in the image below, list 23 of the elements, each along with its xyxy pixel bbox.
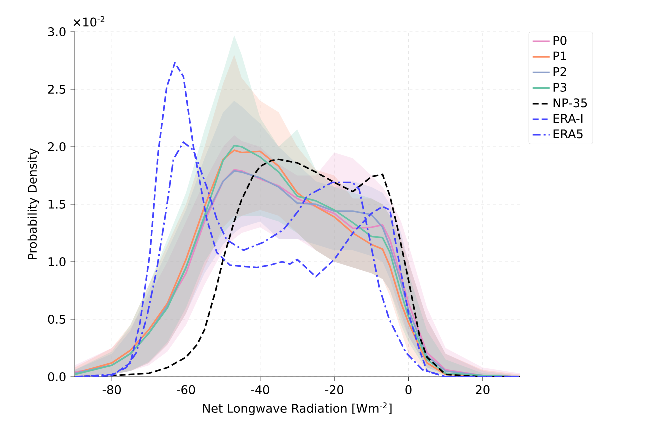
y-tick-label: 0.0 — [48, 372, 66, 382]
legend-label: P1 — [554, 52, 566, 61]
legend-label: ERA-I — [554, 114, 583, 123]
x-tick-label: 0 — [406, 385, 412, 394]
legend-label: NP-35 — [554, 98, 588, 108]
legend-label: P2 — [554, 67, 566, 76]
text: ×10$^{-2}$ — [74, 16, 105, 27]
y-axis-title: Probability Density — [28, 148, 40, 260]
y-tick-label: 2.5 — [48, 84, 66, 94]
y-tick-label: 1.5 — [48, 200, 66, 209]
x-tick-label: -40 — [251, 385, 270, 394]
legend-label: ERA5 — [554, 130, 583, 139]
x-axis-title: Net Longwave Radiation [Wm$^{-2}$] — [203, 402, 392, 416]
x-tick-label: -80 — [102, 385, 122, 394]
x-tick-label: -20 — [325, 385, 344, 394]
legend-label: P0 — [554, 36, 567, 46]
y-tick-label: 2.0 — [48, 142, 66, 152]
y-tick-label: 3.0 — [48, 27, 66, 37]
y-tick-label: 1.0 — [48, 257, 66, 267]
x-tick-label: -60 — [177, 385, 196, 394]
x-tick-label: 20 — [476, 385, 490, 394]
y-tick-label: 0.5 — [48, 314, 66, 324]
legend-label: P3 — [554, 82, 567, 92]
